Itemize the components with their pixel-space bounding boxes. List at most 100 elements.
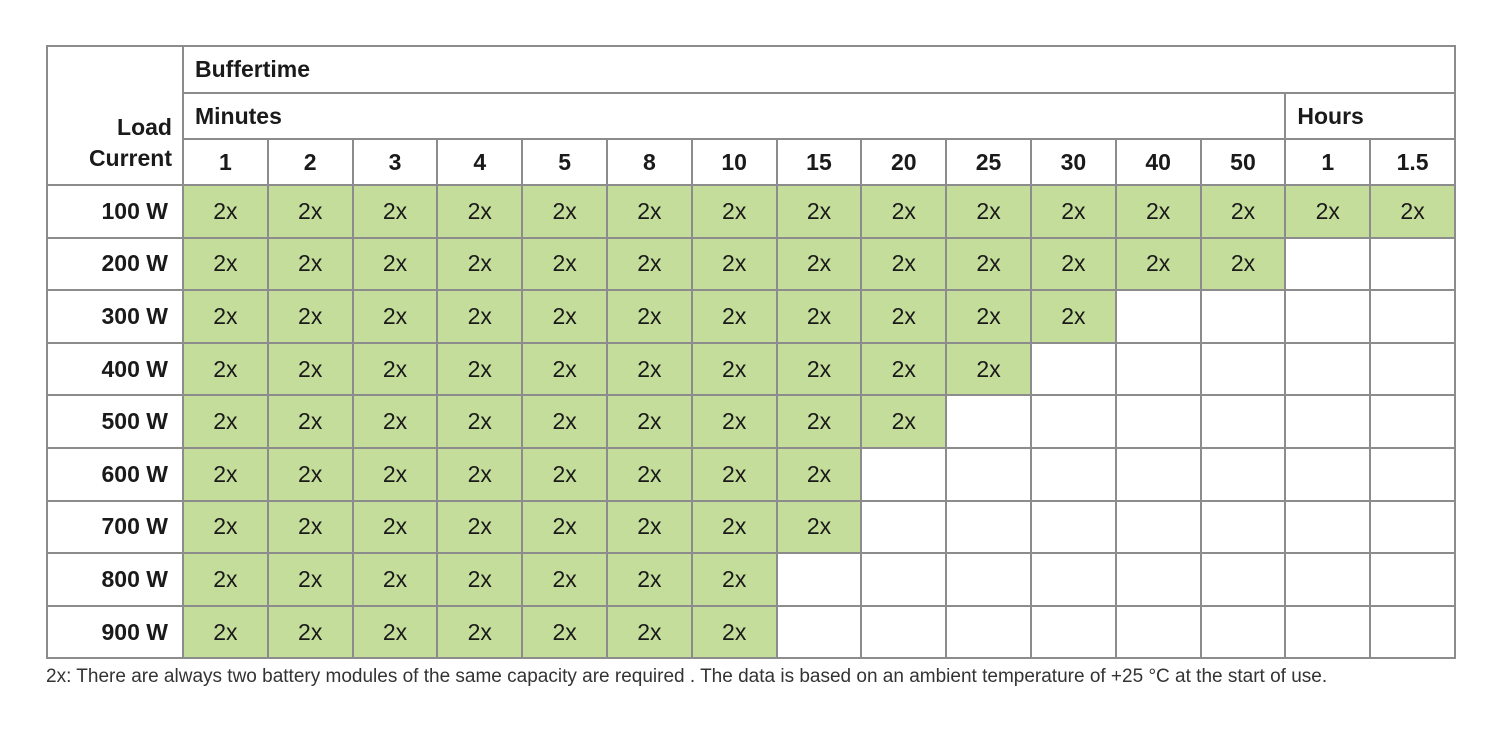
table-cell: 2x: [436, 552, 524, 607]
table-cell: 2x: [351, 184, 439, 239]
table-cell: 2x: [266, 499, 354, 555]
table-row: 100 W 2x 2x 2x 2x 2x 2x 2x 2x 2x 2x 2x 2x 2x 2x 2x: [46, 184, 1456, 239]
table-cell: [1369, 289, 1456, 344]
table-cell: [1199, 341, 1287, 397]
table-cell: 2x: [605, 552, 693, 607]
table-cell: 2x: [521, 289, 608, 344]
table-cell: 2x: [182, 289, 269, 344]
header-row-group: Load Current Buffertime: [46, 45, 1456, 186]
table-cell: 2x: [436, 184, 524, 239]
table-cell: 2x: [860, 236, 948, 292]
table-cell: [1369, 341, 1456, 397]
table-cell: [1114, 604, 1202, 660]
table-cell: 2x: [266, 236, 354, 292]
table-cell: 2x: [182, 184, 269, 239]
table-cell: 2x: [775, 341, 863, 397]
table-cell: [1029, 499, 1117, 555]
minute-column-header: 30: [1029, 138, 1117, 186]
table-row: 200 W 2x 2x 2x 2x 2x 2x 2x 2x 2x 2x 2x 2x 2x: [46, 236, 1456, 292]
table-cell: [945, 604, 1032, 660]
table-cell: 2x: [690, 341, 778, 397]
table-cell: 2x: [182, 446, 269, 502]
table-cell: 2x: [521, 236, 608, 292]
header-row-columns: 1 2 3 4 5 8 10 15 20 25 30 40 50 1 1.5: [47, 138, 1456, 186]
load-current-label: 300 W: [46, 289, 184, 344]
table-cell: [1199, 552, 1287, 607]
load-header-line-1: Load: [117, 114, 172, 140]
table-cell: [945, 394, 1032, 449]
table-cell: 2x: [605, 499, 693, 555]
load-current-label: 600 W: [46, 446, 184, 502]
load-current-label: 400 W: [46, 341, 184, 397]
minutes-header: Minutes: [181, 92, 1287, 140]
table-cell: 2x: [436, 394, 524, 449]
table-cell: 2x: [182, 499, 269, 555]
minute-column-header: 50: [1199, 138, 1287, 186]
table-cell: 2x: [351, 499, 439, 555]
table-cell: [1199, 499, 1287, 555]
table-cell: 2x: [775, 499, 863, 555]
table-cell: 2x: [945, 341, 1032, 397]
table-cell: 2x: [775, 184, 863, 239]
table-cell: 2x: [521, 446, 608, 502]
table-cell: 2x: [945, 236, 1032, 292]
table-cell: [860, 499, 948, 555]
minute-column-header: 15: [775, 138, 863, 186]
table-cell: 2x: [436, 289, 524, 344]
table-cell: [775, 604, 863, 660]
table-cell: 2x: [182, 341, 269, 397]
table-cell: [1114, 552, 1202, 607]
table-cell: 2x: [182, 236, 269, 292]
table-cell: 2x: [266, 604, 354, 660]
table-cell: 2x: [351, 394, 439, 449]
minute-column-header: 4: [436, 138, 524, 186]
table-cell: 2x: [945, 289, 1032, 344]
table-cell: [1114, 341, 1202, 397]
table-cell: [1369, 236, 1456, 292]
table-cell: 2x: [775, 236, 863, 292]
minute-column-header: 5: [521, 138, 608, 186]
table-row: 400 W 2x 2x 2x 2x 2x 2x 2x 2x 2x 2x: [46, 341, 1456, 397]
table-cell: [1284, 289, 1372, 344]
minute-column-header: 1: [182, 138, 269, 186]
table-cell: [1284, 446, 1372, 502]
table-cell: [1369, 604, 1456, 660]
minute-column-header: 25: [945, 138, 1032, 186]
table-cell: [860, 604, 948, 660]
table-row: 900 W 2x 2x 2x 2x 2x 2x 2x: [46, 604, 1456, 660]
table-cell: 2x: [436, 236, 524, 292]
table-cell: 2x: [1284, 184, 1372, 239]
table-cell: [1284, 236, 1372, 292]
table-cell: 2x: [351, 289, 439, 344]
table-cell: 2x: [605, 236, 693, 292]
table-cell: 2x: [1029, 289, 1117, 344]
table-cell: 2x: [521, 341, 608, 397]
table-cell: [1369, 552, 1456, 607]
table-cell: [1199, 604, 1287, 660]
table-cell: 2x: [1114, 236, 1202, 292]
table-cell: 2x: [690, 552, 778, 607]
minute-column-header: 10: [690, 138, 778, 186]
table-cell: 2x: [436, 446, 524, 502]
table-row: 600 W 2x 2x 2x 2x 2x 2x 2x 2x: [46, 446, 1456, 502]
minute-column-header: 40: [1114, 138, 1202, 186]
hour-column-header: 1: [1284, 138, 1372, 186]
table-cell: 2x: [690, 236, 778, 292]
table-cell: 2x: [182, 552, 269, 607]
table-cell: 2x: [690, 289, 778, 344]
table-cell: 2x: [351, 341, 439, 397]
table-row: 500 W 2x 2x 2x 2x 2x 2x 2x 2x 2x: [46, 394, 1456, 449]
minute-column-header: 20: [860, 138, 948, 186]
table-cell: [1199, 394, 1287, 449]
table-cell: [1029, 446, 1117, 502]
table-cell: [1199, 289, 1287, 344]
table-cell: 2x: [690, 446, 778, 502]
table-cell: [1284, 394, 1372, 449]
load-header-line-2: Current: [88, 145, 172, 171]
table-cell: 2x: [605, 289, 693, 344]
table-cell: 2x: [945, 184, 1032, 239]
minute-column-header: 3: [351, 138, 439, 186]
header-row-units: Minutes Hours: [47, 92, 1456, 140]
table-cell: [1114, 289, 1202, 344]
